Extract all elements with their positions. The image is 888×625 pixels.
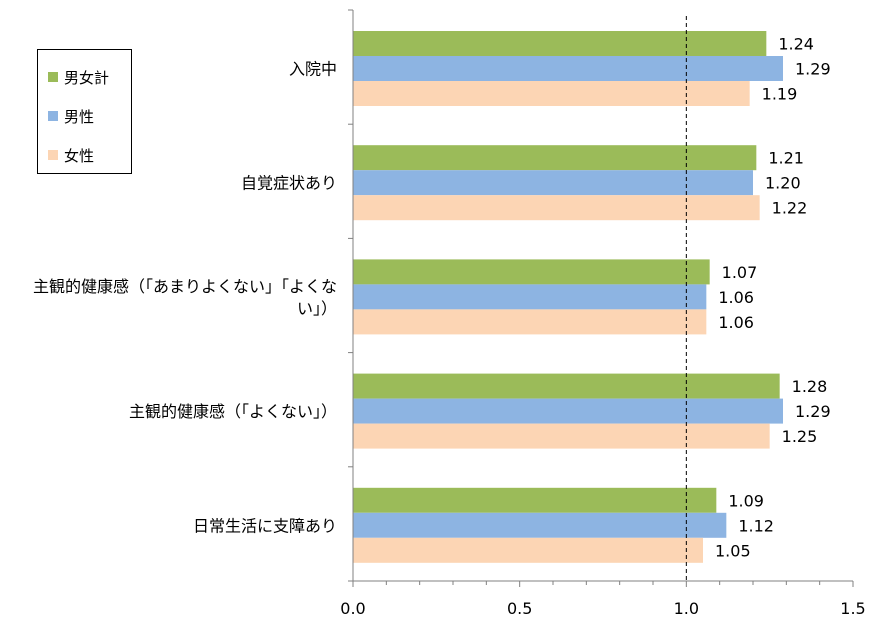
bar-1-4 <box>353 512 727 538</box>
legend-label-female: 女性 <box>64 146 95 165</box>
legend-item-female: 女性 <box>48 145 94 165</box>
bar-1-3 <box>353 398 783 424</box>
bar-value-label: 1.21 <box>768 149 804 168</box>
bar-1-2 <box>353 284 707 310</box>
bar-value-label: 1.12 <box>738 516 774 535</box>
category-label: 主観的健康感（「あまりよくない」「よくな <box>33 277 337 296</box>
bar-2-0 <box>353 81 750 106</box>
bar-value-label: 1.25 <box>782 427 818 446</box>
bar-2-1 <box>353 195 760 221</box>
bar-value-label: 1.19 <box>762 85 798 104</box>
bar-0-4 <box>353 487 717 513</box>
legend-item-total: 男女計 <box>48 67 109 87</box>
bar-0-1 <box>353 145 757 171</box>
category-label: 自覚症状あり <box>241 174 337 193</box>
bar-1-0 <box>353 56 783 81</box>
bar-1-1 <box>353 170 753 196</box>
category-label: 入院中 <box>289 60 337 79</box>
legend-swatch-total <box>48 72 58 82</box>
bar-0-0 <box>353 31 767 56</box>
bar-value-label: 1.28 <box>792 377 828 396</box>
bar-value-label: 1.20 <box>765 174 801 193</box>
bar-value-label: 1.29 <box>795 402 831 421</box>
bar-2-3 <box>353 423 770 449</box>
bar-value-label: 1.07 <box>722 263 758 282</box>
x-tick-label: 0.0 <box>340 599 365 618</box>
bar-0-3 <box>353 373 780 399</box>
bar-value-label: 1.22 <box>772 199 808 218</box>
bar-value-label: 1.06 <box>718 313 754 332</box>
bar-value-label: 1.09 <box>728 491 764 510</box>
bar-value-label: 1.05 <box>715 541 751 560</box>
legend-swatch-male <box>48 111 58 121</box>
category-label: 主観的健康感（「よくない」） <box>129 402 337 421</box>
legend-label-male: 男性 <box>64 107 95 126</box>
bar-value-label: 1.06 <box>718 288 754 307</box>
bar-value-label: 1.24 <box>778 35 814 54</box>
chart-legend: 男女計 男性 女性 <box>37 49 132 174</box>
category-label: い」） <box>297 299 337 318</box>
x-tick-label: 1.0 <box>674 599 699 618</box>
x-tick-label: 0.5 <box>507 599 532 618</box>
x-tick-label: 1.5 <box>840 599 865 618</box>
bar-value-label: 1.29 <box>795 60 831 79</box>
legend-label-total: 男女計 <box>64 68 110 87</box>
category-label: 日常生活に支障あり <box>193 516 337 535</box>
bar-2-4 <box>353 537 703 563</box>
bar-0-2 <box>353 259 710 285</box>
legend-item-male: 男性 <box>48 106 94 126</box>
legend-swatch-female <box>48 150 58 160</box>
bar-2-2 <box>353 309 707 335</box>
